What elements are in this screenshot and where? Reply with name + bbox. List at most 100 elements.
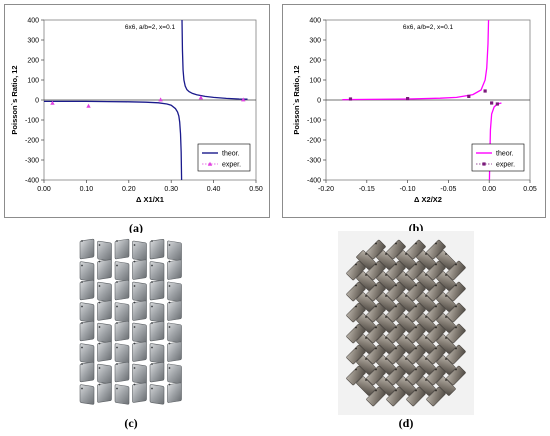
lattice-plate (149, 384, 165, 405)
rivet (116, 387, 118, 390)
rivet (415, 326, 417, 329)
lattice-c-illustration (79, 238, 182, 405)
lattice-plate (167, 341, 182, 362)
rivet (133, 260, 136, 263)
rivet (415, 263, 417, 266)
rivet (375, 263, 377, 266)
rivet (168, 301, 171, 304)
y-tick-label: 200 (27, 58, 39, 65)
rivet (445, 379, 447, 381)
lattice-plate (149, 261, 165, 282)
lattice-plate (376, 376, 396, 396)
rivet (455, 347, 457, 350)
lattice-plate (366, 239, 386, 260)
rivet (385, 358, 387, 360)
lattice-plate (396, 313, 416, 333)
rivet (151, 363, 153, 365)
lattice-plate (97, 259, 112, 280)
legend-box (471, 143, 525, 172)
lattice-plate (149, 302, 165, 323)
x-axis-label: Δ X1/X1 (136, 195, 164, 204)
lattice-plate (436, 334, 456, 354)
lattice-plate (132, 281, 147, 303)
legend-marker (482, 162, 486, 166)
rivet (395, 242, 397, 245)
lattice-d-illustration (346, 239, 466, 407)
rivet (425, 253, 427, 255)
lattice-plate (132, 259, 147, 280)
rivet (355, 326, 357, 329)
lattice-plate (396, 355, 416, 375)
rivet (425, 358, 427, 360)
rivet (375, 326, 377, 329)
lattice-plate (436, 376, 456, 396)
x-tick-label: -0.20 (318, 186, 334, 193)
lattice-plate (426, 323, 446, 344)
rivet (168, 285, 171, 287)
data-point (490, 101, 494, 105)
lattice-plate (97, 281, 112, 303)
rivet (81, 322, 83, 324)
lattice-plate (356, 376, 376, 396)
rivet (435, 347, 437, 350)
lattice-plate (406, 344, 426, 365)
lattice-plate (114, 238, 130, 260)
y-tick-label: -300 (307, 158, 321, 165)
lattice-plate (386, 281, 406, 302)
rivet (385, 274, 387, 276)
lattice-plate (79, 302, 95, 323)
rivet (151, 281, 153, 283)
lattice-plate (416, 271, 436, 291)
lattice-plate (167, 382, 182, 403)
lattice-plate (114, 261, 130, 282)
rivet (425, 274, 427, 276)
lattice-plate (416, 376, 436, 396)
rivet (116, 264, 118, 267)
rivet (81, 346, 83, 349)
lattice-plate (426, 365, 446, 386)
y-tick-label: -400 (25, 178, 39, 185)
rivet (405, 253, 407, 255)
rivet (365, 295, 367, 297)
lattice-plate (376, 250, 396, 270)
rivet (405, 379, 407, 381)
lattice-plate (132, 363, 147, 385)
rivet (168, 342, 171, 345)
rivet (405, 337, 407, 339)
lattice-plate (149, 280, 165, 301)
lattice-plate (396, 376, 416, 396)
lattice-plate (346, 344, 366, 365)
lattice-plate (366, 365, 386, 386)
rivet (133, 244, 136, 246)
chart-title: 6x6, a/b=2, x=0.1 (125, 24, 176, 31)
lattice-plate (386, 344, 406, 365)
lattice-plate (426, 302, 446, 323)
data-point (86, 103, 91, 108)
rivet (133, 367, 136, 369)
lattice-plate (167, 363, 182, 384)
data-point (241, 97, 246, 102)
y-axis-label: Poisson`s Ratio, 12 (10, 65, 19, 134)
lattice-plate (436, 292, 456, 312)
lattice-plate (356, 292, 376, 312)
rivet (98, 260, 101, 263)
y-axis-label: Poisson`s Ratio, 12 (292, 65, 301, 134)
rivet (168, 326, 171, 328)
lattice-plate (386, 386, 406, 407)
y-tick-label: -100 (25, 118, 39, 125)
lattice-plate (356, 355, 376, 375)
rivet (98, 383, 101, 386)
lattice-plate (132, 300, 147, 321)
lattice-plate (114, 302, 130, 323)
lattice-plate (346, 302, 366, 323)
lattice-plate (386, 260, 406, 281)
lattice-plate (79, 384, 95, 405)
y-tick-label: 100 (309, 78, 321, 85)
rivet (455, 284, 457, 287)
rivet (455, 326, 457, 329)
lattice-plate (446, 344, 466, 365)
lattice-plate (132, 240, 147, 262)
rivet (365, 337, 367, 339)
lattice-plate (376, 292, 396, 312)
y-tick-label: -400 (307, 178, 321, 185)
